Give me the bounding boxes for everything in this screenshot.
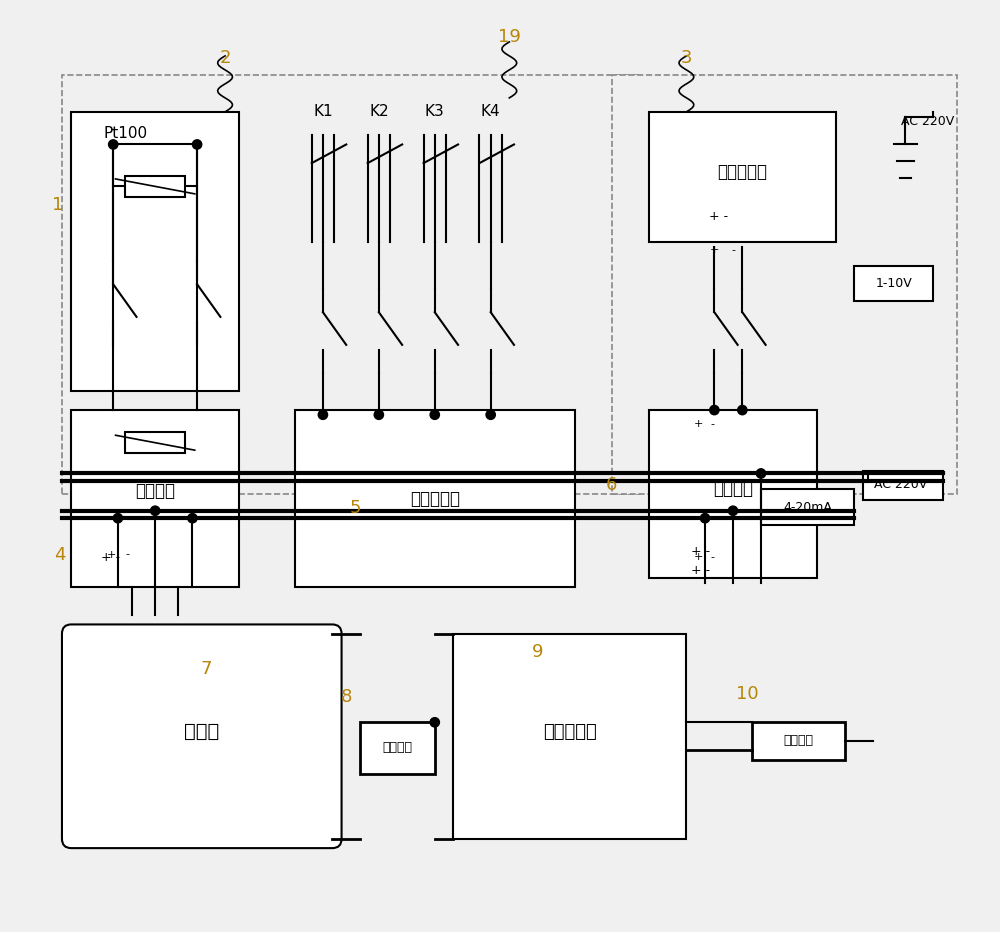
Text: 适配电源: 适配电源 <box>783 734 813 747</box>
Text: + -: + - <box>691 564 710 577</box>
Text: Pt100: Pt100 <box>104 126 148 141</box>
Bar <box>752 722 845 760</box>
Text: + -: + - <box>709 210 729 223</box>
Text: 7: 7 <box>201 660 212 678</box>
Text: 19: 19 <box>498 28 521 47</box>
Text: 6: 6 <box>606 475 618 494</box>
Text: + -: + - <box>691 545 710 558</box>
Text: + -: + - <box>101 551 120 564</box>
Text: 单片机: 单片机 <box>184 722 219 741</box>
Text: 5: 5 <box>350 499 361 517</box>
Circle shape <box>188 514 197 523</box>
Text: K1: K1 <box>313 104 333 119</box>
Bar <box>761 489 854 525</box>
Circle shape <box>374 410 383 419</box>
Text: AC 220V: AC 220V <box>874 478 927 491</box>
Text: K3: K3 <box>425 104 445 119</box>
Text: +: + <box>694 419 703 429</box>
Bar <box>612 75 957 494</box>
Text: 结果显示器: 结果显示器 <box>543 722 597 741</box>
Bar <box>649 112 836 242</box>
Text: -: - <box>731 245 735 254</box>
Circle shape <box>738 405 747 415</box>
Circle shape <box>728 506 738 515</box>
Text: 数变模块: 数变模块 <box>713 480 753 499</box>
Bar <box>71 112 239 391</box>
Text: 10: 10 <box>736 685 758 704</box>
Text: 信号传输: 信号传输 <box>382 741 412 754</box>
Bar <box>295 410 575 587</box>
Text: 2: 2 <box>219 48 231 67</box>
FancyBboxPatch shape <box>62 624 342 848</box>
Circle shape <box>192 140 202 149</box>
Text: +: + <box>107 550 116 559</box>
Text: 温度变送器: 温度变送器 <box>717 163 767 182</box>
Text: 数变模块: 数变模块 <box>135 482 175 500</box>
Circle shape <box>430 718 439 727</box>
Text: 1: 1 <box>52 196 63 214</box>
Circle shape <box>109 140 118 149</box>
Text: +: + <box>694 553 703 562</box>
Circle shape <box>113 514 123 523</box>
Circle shape <box>318 410 328 419</box>
Bar <box>71 410 239 587</box>
Bar <box>854 266 933 301</box>
Bar <box>62 75 640 494</box>
Text: 通断指示器: 通断指示器 <box>410 489 460 508</box>
Circle shape <box>430 410 439 419</box>
Text: 1-10V: 1-10V <box>876 277 913 290</box>
Text: +: + <box>710 245 719 254</box>
Bar <box>649 410 817 578</box>
Text: 8: 8 <box>341 688 352 706</box>
Circle shape <box>756 469 766 478</box>
Text: 9: 9 <box>532 643 543 662</box>
Circle shape <box>486 410 495 419</box>
Bar <box>863 471 943 500</box>
Circle shape <box>700 514 710 523</box>
Bar <box>125 176 185 197</box>
Text: -: - <box>710 419 714 429</box>
Text: 4-20mA: 4-20mA <box>783 500 832 514</box>
Text: 4: 4 <box>54 545 66 564</box>
Circle shape <box>150 506 160 515</box>
Bar <box>125 432 185 453</box>
Text: -: - <box>710 553 714 562</box>
Text: AC 220V: AC 220V <box>901 115 954 128</box>
Text: K2: K2 <box>369 104 389 119</box>
Text: K4: K4 <box>481 104 500 119</box>
Bar <box>453 634 686 839</box>
Circle shape <box>710 405 719 415</box>
Text: -: - <box>125 550 129 559</box>
Text: 3: 3 <box>681 48 692 67</box>
Bar <box>360 722 435 774</box>
